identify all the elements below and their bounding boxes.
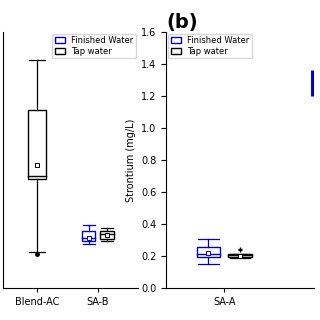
Bar (82, 231, 95, 241)
Legend: Finished Water, Tap water: Finished Water, Tap water (52, 34, 136, 58)
Y-axis label: Strontium (mg/L): Strontium (mg/L) (126, 118, 136, 202)
Bar (197, 247, 220, 257)
Bar (100, 231, 114, 239)
Legend: Finished Water, Tap water: Finished Water, Tap water (168, 34, 252, 58)
Bar (28, 109, 46, 180)
Text: (b): (b) (166, 13, 198, 32)
Bar (228, 254, 252, 257)
